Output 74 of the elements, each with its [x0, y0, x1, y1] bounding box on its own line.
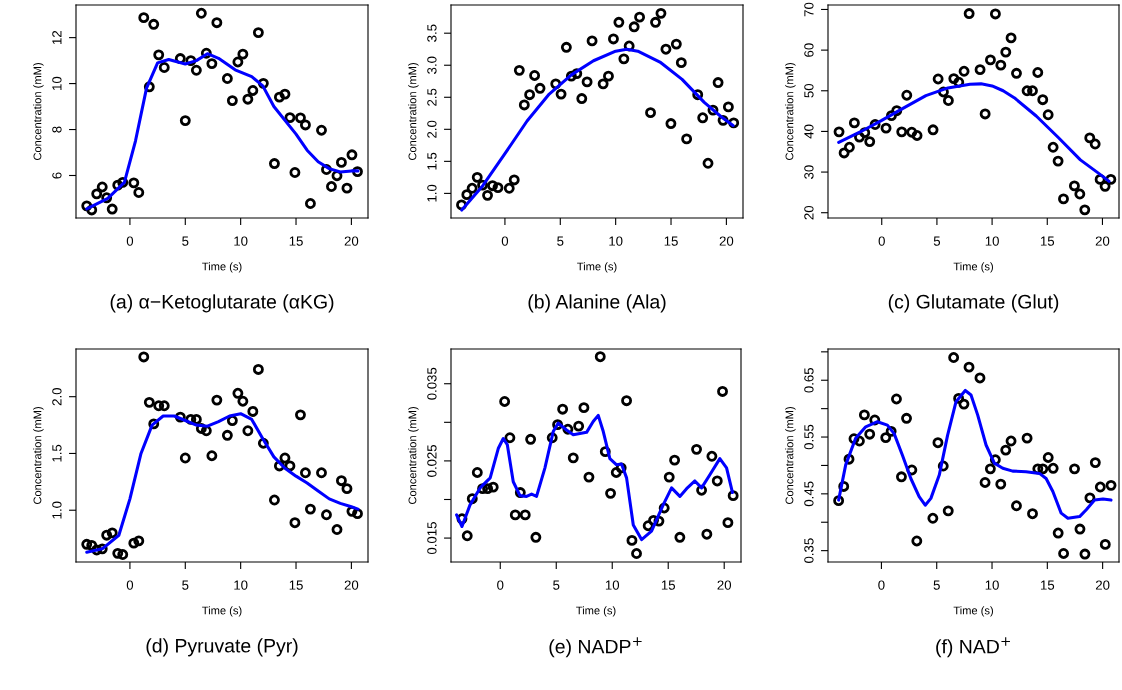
x-tick-label: 15 — [289, 236, 303, 246]
x-tick-label: 5 — [553, 580, 560, 590]
x-axis-title: Time (s) — [577, 262, 617, 273]
y-tick-label: 30 — [804, 165, 814, 179]
y-tick-label: 60 — [804, 43, 814, 57]
y-tick-label: 0.55 — [804, 424, 814, 450]
x-tick-label: 10 — [605, 580, 620, 590]
y-tick-label: 2.0 — [52, 388, 62, 406]
x-tick-label: 5 — [933, 580, 940, 590]
y-tick-label: 70 — [804, 2, 814, 17]
x-tick-label: 15 — [1040, 236, 1055, 246]
x-tick-label: 5 — [933, 236, 941, 246]
y-tick-label: 12 — [52, 30, 62, 44]
x-axis-title: Time (s) — [576, 606, 616, 617]
y-tick-label: 1.5 — [52, 444, 62, 462]
y-tick-label: 1.0 — [427, 184, 437, 202]
y-tick-label: 0.35 — [804, 538, 814, 563]
x-tick-label: 5 — [557, 236, 564, 246]
x-tick-label: 10 — [985, 580, 999, 590]
y-tick-label: 1.5 — [427, 152, 437, 170]
y-tick-label: 20 — [804, 205, 814, 220]
y-axis-title: Concentration (mM) — [408, 407, 419, 505]
text: (d) Pyruvate (Pyr) — [146, 638, 298, 657]
x-tick-label: 0 — [126, 580, 134, 590]
x-tick-label: 0 — [878, 236, 885, 246]
y-tick-label: 6 — [52, 172, 62, 179]
y-tick-label: 40 — [804, 124, 814, 139]
x-tick-label: 20 — [719, 236, 734, 246]
y-tick-label: 0.015 — [427, 522, 437, 555]
y-tick-label: 3.5 — [427, 24, 437, 42]
y-tick-label: 0.45 — [804, 481, 814, 507]
text: (a) α−Ketoglutarate (αKG) — [110, 294, 334, 313]
y-axis-title: Concentration (mM) — [33, 407, 44, 505]
y-tick-label: 50 — [804, 83, 814, 98]
x-tick-label: 15 — [1041, 580, 1055, 590]
x-axis-title: Time (s) — [202, 606, 242, 617]
y-axis-title: Concentration (mM) — [33, 63, 44, 161]
text: (c) Glutamate (Glut) — [888, 294, 1059, 313]
x-tick-label: 0 — [126, 236, 134, 246]
x-tick-label: 10 — [609, 236, 623, 246]
x-tick-label: 10 — [234, 580, 248, 590]
x-tick-label: 0 — [497, 580, 504, 590]
text: (e) NADP$^{+}$ — [549, 637, 642, 658]
x-tick-label: 10 — [234, 236, 248, 246]
x-tick-label: 10 — [985, 236, 999, 246]
y-tick-label: 8 — [52, 126, 62, 133]
x-tick-label: 0 — [501, 236, 509, 246]
y-tick-label: 0.65 — [804, 367, 814, 393]
x-tick-label: 20 — [1095, 580, 1110, 590]
x-tick-label: 5 — [182, 236, 189, 246]
x-tick-label: 20 — [717, 580, 732, 590]
y-axis-title: Concentration (mM) — [408, 63, 419, 161]
x-tick-label: 20 — [344, 236, 359, 246]
x-tick-label: 20 — [344, 580, 359, 590]
y-tick-label: 0.035 — [427, 367, 437, 400]
y-tick-label: 2.5 — [427, 88, 437, 106]
y-tick-label: 3.0 — [427, 56, 437, 74]
x-tick-label: 15 — [289, 580, 303, 590]
x-tick-label: 20 — [1095, 236, 1110, 246]
y-tick-label: 0.025 — [427, 444, 437, 477]
x-tick-label: 0 — [878, 580, 885, 590]
y-tick-label: 1.0 — [52, 501, 62, 519]
x-tick-label: 5 — [182, 580, 189, 590]
x-axis-title: Time (s) — [202, 262, 242, 273]
y-tick-label: 10 — [52, 76, 62, 90]
x-axis-title: Time (s) — [953, 262, 993, 273]
x-axis-title: Time (s) — [953, 606, 993, 617]
text: (f) NAD$^{+}$ — [936, 637, 1010, 658]
y-axis-title: Concentration (mM) — [785, 407, 796, 505]
y-axis-title: Concentration (mM) — [785, 63, 796, 161]
y-tick-label: 2.0 — [427, 120, 437, 138]
text: (b) Alanine (Ala) — [528, 294, 666, 313]
x-tick-label: 15 — [661, 580, 676, 590]
x-tick-label: 15 — [664, 236, 678, 246]
